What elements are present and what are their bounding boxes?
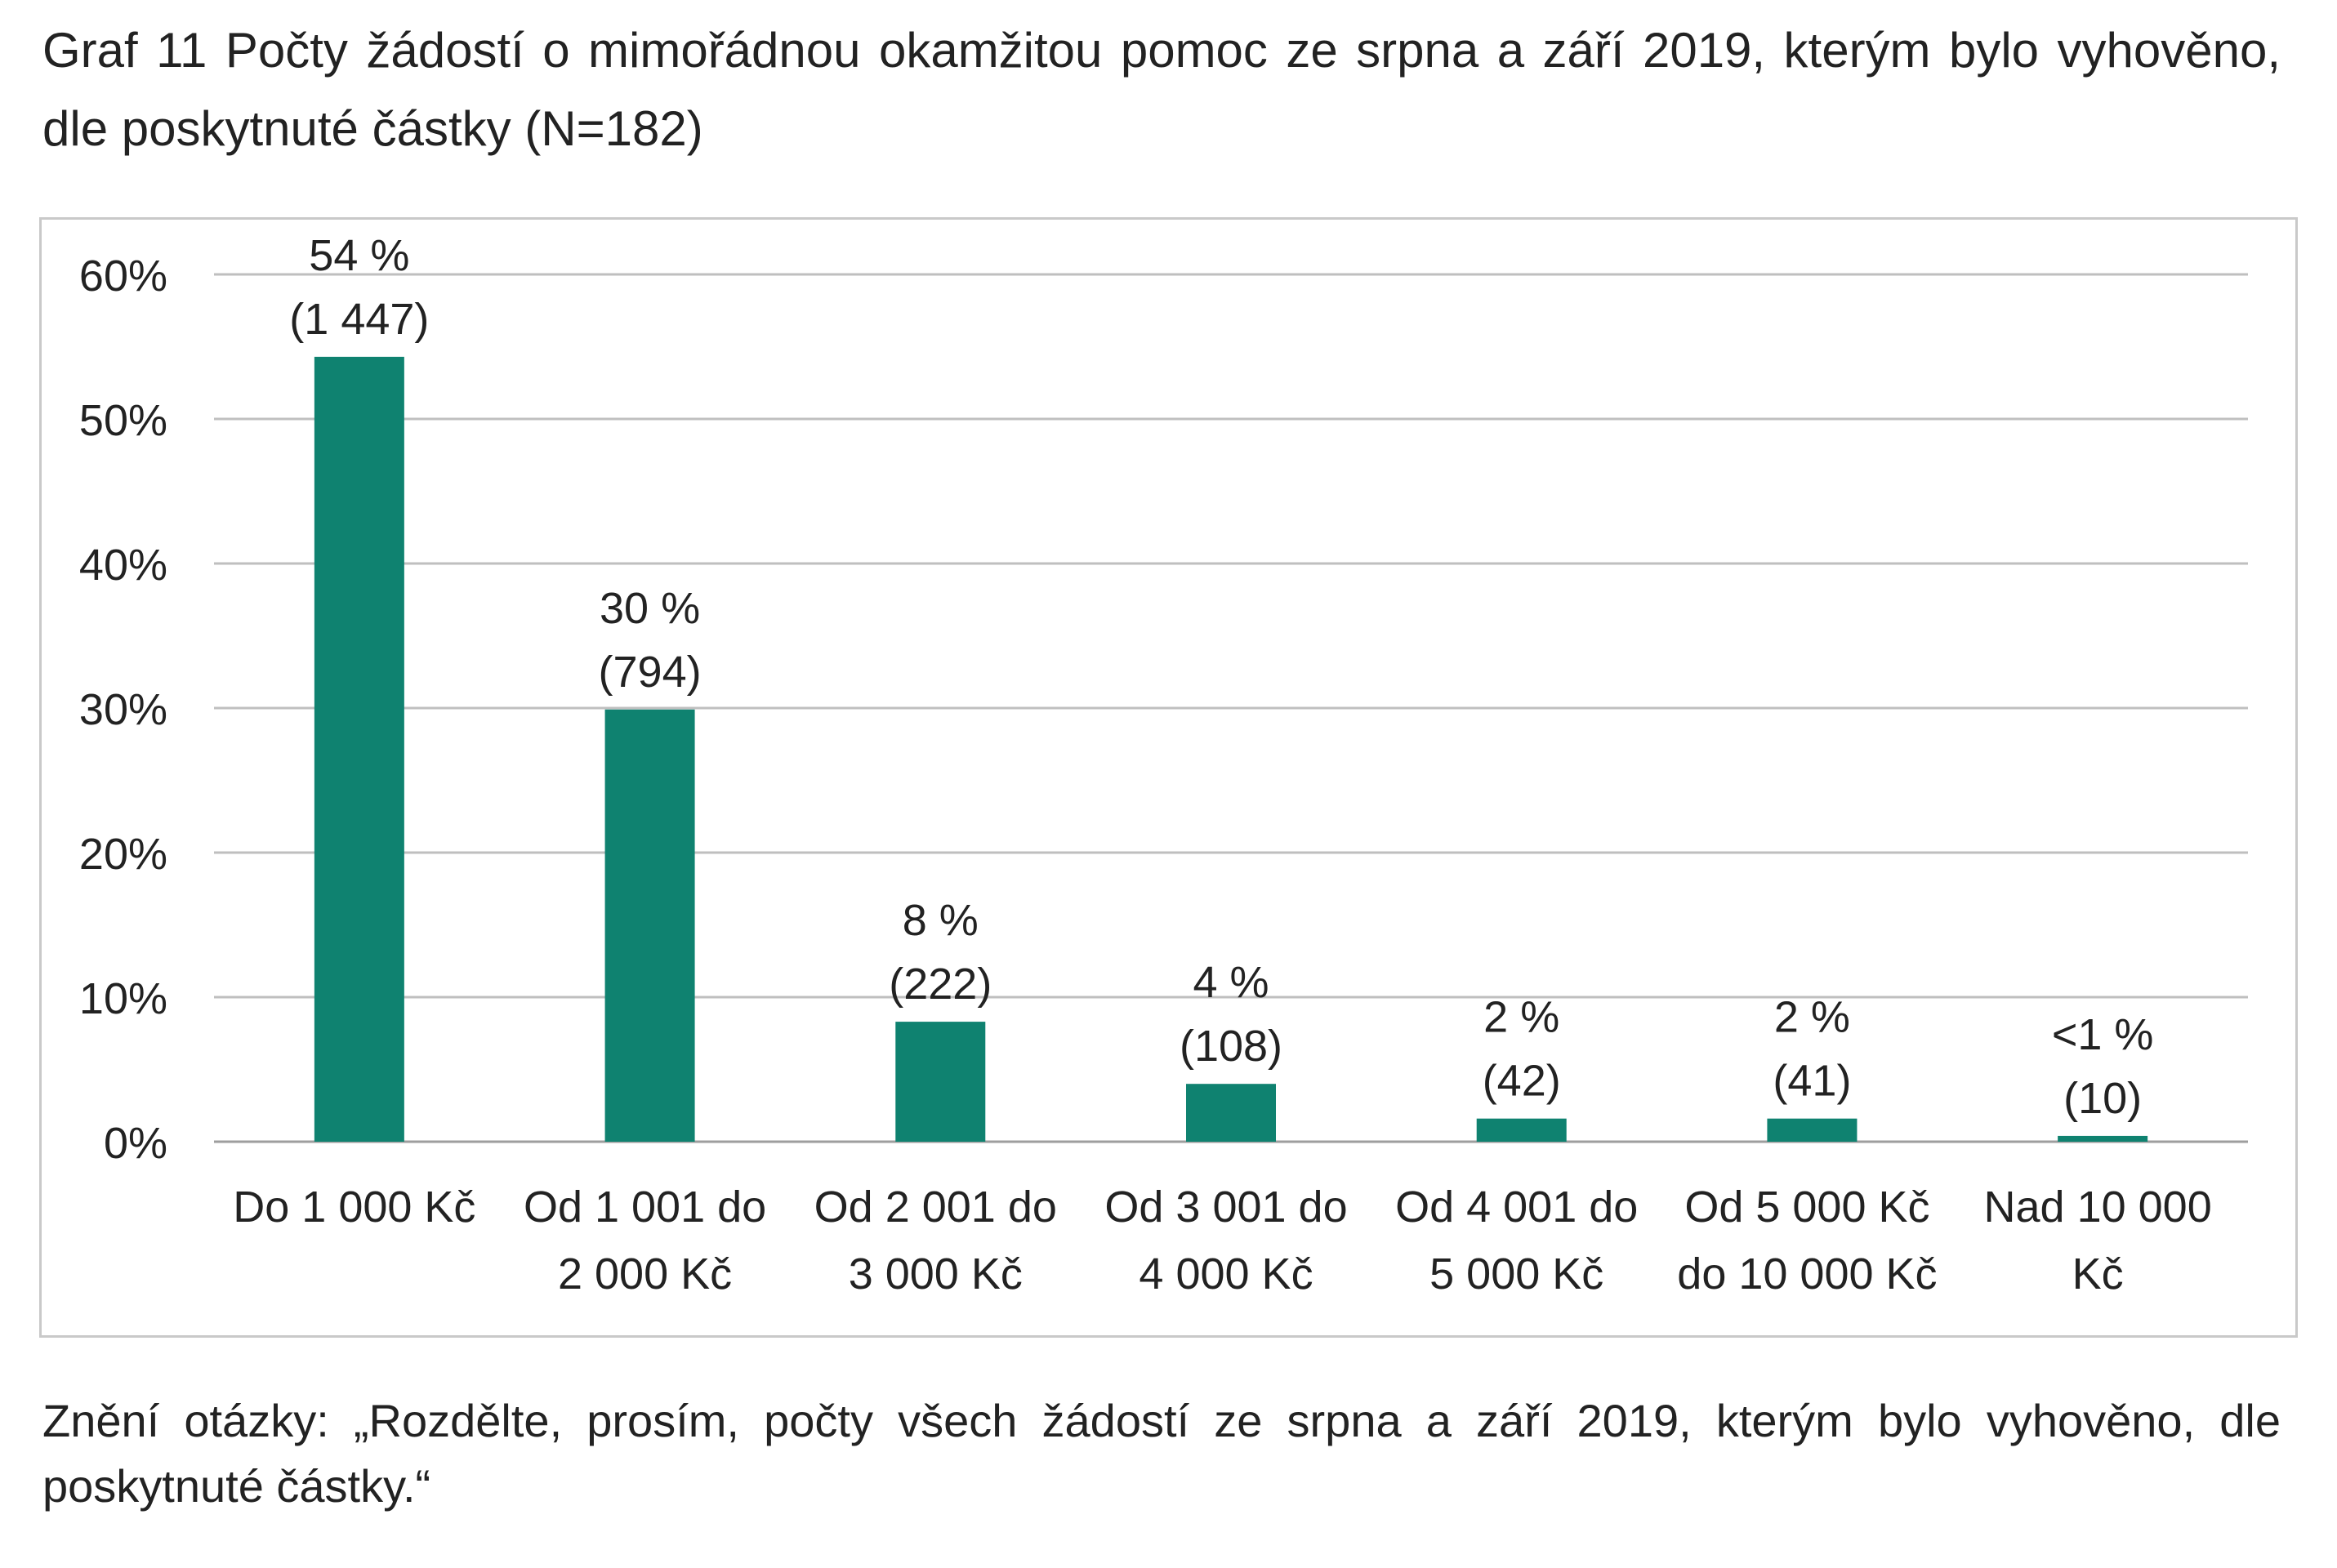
data-label-count: (222) bbox=[889, 960, 992, 1009]
x-category-label-line: Od 3 001 do bbox=[1104, 1183, 1347, 1232]
bar bbox=[314, 356, 404, 1142]
x-category-label-line: Do 1 000 Kč bbox=[233, 1183, 475, 1232]
x-category-label-line: do 10 000 Kč bbox=[1677, 1250, 1937, 1298]
data-label-count: (1 447) bbox=[289, 295, 429, 344]
data-label-count: (42) bbox=[1483, 1057, 1561, 1106]
y-tick-label: 60% bbox=[79, 252, 167, 301]
bar bbox=[1186, 1084, 1276, 1142]
y-tick-label: 10% bbox=[79, 974, 167, 1023]
bar bbox=[1767, 1118, 1858, 1142]
y-tick-label: 30% bbox=[79, 685, 167, 734]
bars bbox=[314, 356, 2148, 1142]
x-category-label-line: 2 000 Kč bbox=[558, 1250, 732, 1298]
bar bbox=[895, 1022, 986, 1142]
y-tick-label: 0% bbox=[104, 1119, 167, 1168]
data-label: 2 % (41) bbox=[1773, 993, 1851, 1106]
data-label-count: (108) bbox=[1180, 1022, 1282, 1071]
x-category-label: Od 1 001 do 2 000 Kč bbox=[524, 1183, 766, 1298]
data-label: 4 % (108) bbox=[1180, 958, 1282, 1071]
x-category-label: Od 2 001 do 3 000 Kč bbox=[814, 1183, 1057, 1298]
data-labels: 54 % (1 447) 30 % (794) 8 % (222) 4 % (108) 2 % (… bbox=[289, 231, 2153, 1123]
data-label-percent: 8 % bbox=[903, 896, 979, 945]
bar bbox=[2058, 1135, 2148, 1142]
x-category-label-line: Od 1 001 do bbox=[524, 1183, 766, 1232]
y-tick-label: 40% bbox=[79, 541, 167, 590]
bar bbox=[1476, 1118, 1567, 1142]
y-tick-label: 50% bbox=[79, 396, 167, 445]
x-category-label-line: Od 2 001 do bbox=[814, 1183, 1057, 1232]
data-label: 8 % (222) bbox=[889, 896, 992, 1009]
x-category-label-line: 4 000 Kč bbox=[1139, 1250, 1313, 1298]
y-tick-label: 20% bbox=[79, 830, 167, 879]
x-category-label: Od 3 001 do 4 000 Kč bbox=[1104, 1183, 1347, 1298]
x-category-label-line: Od 4 001 do bbox=[1395, 1183, 1638, 1232]
data-label-count: (10) bbox=[2063, 1074, 2142, 1123]
data-label-percent: 54 % bbox=[309, 231, 409, 280]
chart-caption: Graf 11 Počty žádostí o mimořádnou okamž… bbox=[42, 23, 2281, 156]
data-label-count: (794) bbox=[599, 648, 702, 697]
data-label-percent: 4 % bbox=[1193, 958, 1269, 1007]
data-label: 2 % (42) bbox=[1483, 993, 1561, 1106]
data-label-percent: 2 % bbox=[1774, 993, 1850, 1042]
data-label-percent: 30 % bbox=[600, 584, 700, 633]
x-category-label: Do 1 000 Kč bbox=[233, 1183, 475, 1232]
x-category-label-line: 5 000 Kč bbox=[1429, 1250, 1603, 1298]
x-category-label-line: Nad 10 000 bbox=[1984, 1183, 2212, 1232]
question-note: Znění otázky: „Rozdělte, prosím, počty v… bbox=[42, 1395, 2281, 1512]
x-category-label: Od 4 001 do 5 000 Kč bbox=[1395, 1183, 1638, 1298]
chart-frame bbox=[39, 217, 2298, 1338]
x-category-label-line: Od 5 000 Kč bbox=[1684, 1183, 1929, 1232]
x-category-label: Nad 10 000 Kč bbox=[1984, 1183, 2212, 1298]
y-axis-tick-labels: 0% 10% 20% 30% 40% 50% 60% bbox=[79, 252, 167, 1168]
data-label: 54 % (1 447) bbox=[289, 231, 429, 344]
data-label: <1 % (10) bbox=[2052, 1010, 2154, 1123]
data-label-percent: 2 % bbox=[1483, 993, 1559, 1042]
x-category-label-line: 3 000 Kč bbox=[849, 1250, 1023, 1298]
x-axis-category-labels: Do 1 000 Kč Od 1 001 do 2 000 Kč Od 2 001 d… bbox=[233, 1183, 2211, 1298]
data-label-percent: <1 % bbox=[2052, 1010, 2154, 1059]
data-label: 30 % (794) bbox=[599, 584, 702, 697]
x-category-label: Od 5 000 Kč do 10 000 Kč bbox=[1677, 1183, 1937, 1298]
bar bbox=[604, 709, 695, 1142]
gridlines bbox=[214, 273, 2248, 1143]
data-label-count: (41) bbox=[1773, 1057, 1851, 1106]
x-category-label-line: Kč bbox=[2072, 1250, 2124, 1298]
